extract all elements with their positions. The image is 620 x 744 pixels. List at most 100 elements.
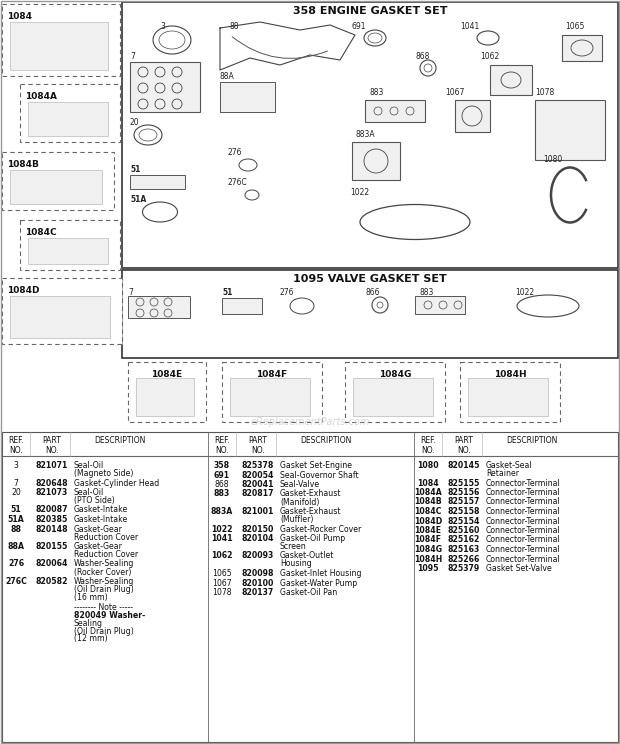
Text: Gasket-Rocker Cover: Gasket-Rocker Cover: [280, 525, 361, 533]
Text: 825157: 825157: [448, 498, 480, 507]
Text: DESCRIPTION: DESCRIPTION: [94, 436, 146, 445]
Bar: [20, 84, 120, 142]
Text: PART
NO.: PART NO.: [454, 436, 474, 455]
Text: 7: 7: [128, 288, 133, 297]
Text: 883: 883: [214, 490, 230, 498]
Text: 1084F: 1084F: [415, 536, 441, 545]
Text: 51A: 51A: [7, 515, 24, 524]
Text: 1065: 1065: [565, 22, 585, 31]
Text: 1062: 1062: [480, 52, 499, 61]
Text: 820087: 820087: [36, 505, 68, 515]
Text: 820041: 820041: [242, 480, 274, 489]
Text: Seal-Oil: Seal-Oil: [74, 488, 104, 497]
Text: 820148: 820148: [36, 525, 68, 533]
Text: Connector-Terminal: Connector-Terminal: [486, 536, 560, 545]
Text: 820098: 820098: [242, 569, 274, 578]
Text: 1041: 1041: [211, 534, 233, 543]
Text: 1084B: 1084B: [414, 498, 442, 507]
Text: 820582: 820582: [36, 577, 68, 586]
Text: Retainer: Retainer: [486, 469, 519, 478]
Text: Reduction Cover: Reduction Cover: [74, 533, 138, 542]
Text: Gasket Set-Valve: Gasket Set-Valve: [486, 564, 552, 573]
Text: 820385: 820385: [36, 515, 68, 524]
Text: 883A: 883A: [211, 507, 233, 516]
Text: 825162: 825162: [448, 536, 480, 545]
Text: 825158: 825158: [448, 507, 480, 516]
Text: 7: 7: [14, 478, 19, 487]
Text: 51: 51: [11, 505, 21, 515]
Text: (12 mm): (12 mm): [74, 635, 108, 644]
Text: (Magneto Side): (Magneto Side): [74, 469, 133, 478]
Text: (Muffler): (Muffler): [280, 515, 313, 524]
Text: Gasket-Water Pump: Gasket-Water Pump: [280, 579, 357, 588]
Text: Seal-Valve: Seal-Valve: [280, 480, 320, 489]
Text: 88: 88: [230, 22, 239, 31]
Text: PART
NO.: PART NO.: [249, 436, 267, 455]
Text: Gasket-Exhaust: Gasket-Exhaust: [280, 490, 342, 498]
Text: 821001: 821001: [242, 507, 274, 516]
Text: 820155: 820155: [36, 542, 68, 551]
Text: Gasket-Oil Pump: Gasket-Oil Pump: [280, 534, 345, 543]
Bar: [130, 62, 200, 112]
Text: 866: 866: [365, 288, 379, 297]
Text: (PTO Side): (PTO Side): [74, 496, 115, 505]
Text: Connector-Terminal: Connector-Terminal: [486, 545, 560, 554]
Text: eReplacementParts.com: eReplacementParts.com: [250, 417, 370, 427]
Text: 1067: 1067: [212, 579, 232, 588]
Bar: [230, 378, 310, 416]
Text: 825266: 825266: [448, 554, 480, 563]
Bar: [2, 278, 122, 344]
Bar: [490, 65, 532, 95]
Text: Connector-Terminal: Connector-Terminal: [486, 507, 560, 516]
Bar: [10, 296, 110, 338]
Text: Connector-Terminal: Connector-Terminal: [486, 498, 560, 507]
Text: 1080: 1080: [417, 461, 439, 470]
Bar: [10, 22, 108, 70]
Bar: [2, 4, 120, 76]
Text: Connector-Terminal: Connector-Terminal: [486, 554, 560, 563]
Bar: [345, 362, 445, 422]
Text: 691: 691: [214, 470, 230, 479]
Bar: [2, 152, 114, 210]
Text: REF.
NO.: REF. NO.: [8, 436, 24, 455]
Text: (Rocker Cover): (Rocker Cover): [74, 568, 131, 577]
Text: Gasket-Cylinder Head: Gasket-Cylinder Head: [74, 478, 159, 487]
Text: Washer-Sealing: Washer-Sealing: [74, 577, 135, 586]
Text: 1022: 1022: [515, 288, 534, 297]
Text: 1084G: 1084G: [379, 370, 411, 379]
Text: 1084E: 1084E: [415, 526, 441, 535]
Text: (16 mm): (16 mm): [74, 593, 108, 602]
Text: DESCRIPTION: DESCRIPTION: [300, 436, 352, 445]
Text: 88A: 88A: [7, 542, 25, 551]
Text: Gasket-Outlet: Gasket-Outlet: [280, 551, 334, 560]
Text: Gasket-Gear: Gasket-Gear: [74, 525, 123, 533]
Text: 883A: 883A: [355, 130, 374, 139]
Text: 1095 VALVE GASKET SET: 1095 VALVE GASKET SET: [293, 274, 447, 284]
Text: 883: 883: [370, 88, 384, 97]
Text: 358: 358: [214, 461, 230, 470]
Bar: [136, 378, 194, 416]
Bar: [222, 298, 262, 314]
Text: 1084A: 1084A: [414, 488, 442, 497]
Bar: [455, 100, 490, 132]
Text: REF.
NO.: REF. NO.: [214, 436, 230, 455]
Text: 276: 276: [8, 559, 24, 568]
Text: 1065: 1065: [212, 569, 232, 578]
Bar: [122, 270, 618, 358]
Text: 868: 868: [415, 52, 430, 61]
Text: 825155: 825155: [448, 478, 480, 487]
Text: 825160: 825160: [448, 526, 480, 535]
Bar: [535, 100, 605, 160]
Text: 1084C: 1084C: [25, 228, 56, 237]
Text: Gasket-Intake: Gasket-Intake: [74, 515, 128, 524]
Text: 821073: 821073: [36, 488, 68, 497]
Bar: [353, 378, 433, 416]
Text: 821071: 821071: [36, 461, 68, 470]
Text: Gasket-Seal: Gasket-Seal: [486, 461, 533, 470]
Text: Connector-Terminal: Connector-Terminal: [486, 526, 560, 535]
Text: Seal-Governor Shaft: Seal-Governor Shaft: [280, 470, 358, 479]
Text: (Manifold): (Manifold): [280, 498, 319, 507]
Text: 1084H: 1084H: [414, 554, 442, 563]
Text: 820100: 820100: [242, 579, 274, 588]
Text: Washer-Sealing: Washer-Sealing: [74, 559, 135, 568]
